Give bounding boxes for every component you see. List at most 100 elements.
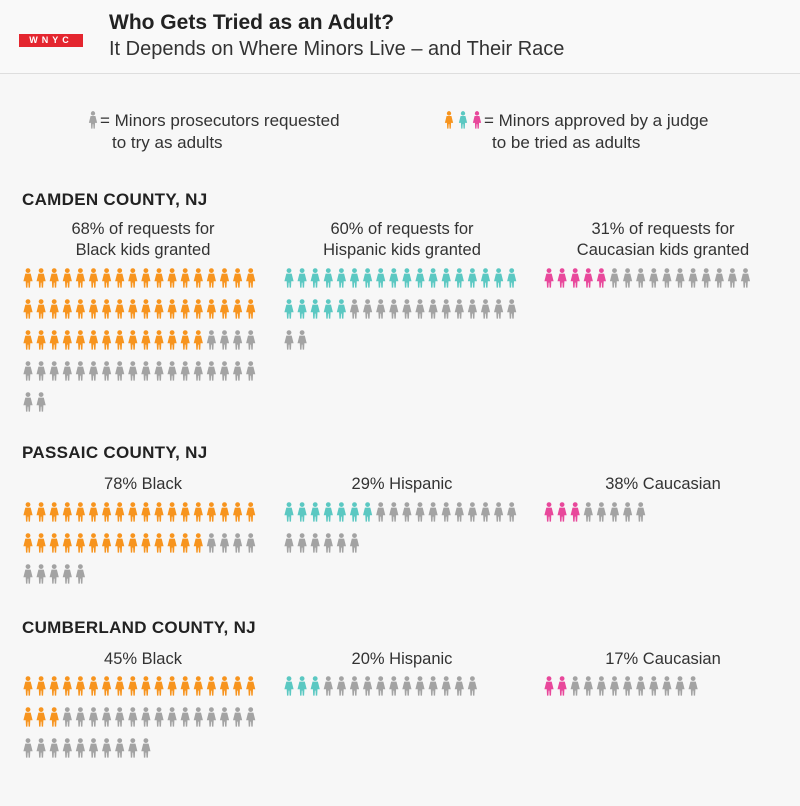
- person-icon-approved: [115, 268, 125, 288]
- person-icon-requested: [115, 707, 125, 727]
- camden-caucasian-label-line1: 31% of requests for: [591, 220, 735, 238]
- person-icon-approved: [167, 330, 177, 350]
- person-icon-approved: [115, 533, 125, 553]
- person-icon-requested: [154, 707, 164, 727]
- person-icon-requested: [688, 268, 698, 288]
- cumberland-hispanic-label: 20% Hispanic: [351, 650, 453, 668]
- person-icon-requested: [428, 502, 438, 522]
- person-icon-requested: [75, 738, 85, 758]
- person-icon-requested: [389, 676, 399, 696]
- wnyc-logo[interactable]: WNYC: [19, 34, 83, 47]
- camden-hispanic-label-line1: 60% of requests for: [330, 220, 474, 238]
- person-icon-requested: [415, 299, 425, 319]
- person-icon-requested: [246, 707, 256, 727]
- person-icon-requested: [233, 361, 243, 381]
- cumberland-hispanic-pictogram: [284, 676, 477, 696]
- person-icon-requested: [167, 707, 177, 727]
- person-icon-requested: [102, 738, 112, 758]
- person-icon-requested: [141, 707, 151, 727]
- person-icon-approved: [349, 502, 360, 522]
- cumberland-black-label: 45% Black: [104, 650, 182, 668]
- county-heading-camden: CAMDEN COUNTY, NJ: [22, 190, 208, 209]
- person-icon-requested: [389, 299, 399, 319]
- person-icon-requested: [349, 533, 360, 553]
- person-icon-approved: [141, 676, 151, 696]
- person-icon-requested: [402, 299, 412, 319]
- person-icon-approved: [75, 502, 85, 522]
- person-icon-requested: [219, 707, 230, 727]
- person-icon-requested: [441, 299, 451, 319]
- person-icon-approved: [219, 268, 230, 288]
- person-icon-approved: [141, 268, 151, 288]
- person-icon-requested: [23, 361, 33, 381]
- person-icon-approved: [544, 502, 554, 522]
- person-icon-approved: [180, 533, 190, 553]
- person-icon-approved: [154, 268, 164, 288]
- person-icon-requested: [415, 502, 425, 522]
- person-icon-approved: [180, 299, 190, 319]
- person-icon-approved: [115, 299, 125, 319]
- chart-subtitle: It Depends on Where Minors Live – and Th…: [109, 38, 565, 60]
- person-icon-approved: [180, 502, 190, 522]
- person-icon-approved: [88, 502, 99, 522]
- person-icon-approved: [454, 268, 464, 288]
- camden-caucasian-pictogram: [544, 268, 751, 288]
- person-icon-requested: [494, 502, 504, 522]
- person-icon-requested: [246, 330, 256, 350]
- person-icon-requested: [284, 533, 294, 553]
- person-icon-requested: [467, 502, 477, 522]
- person-icon-requested: [467, 299, 477, 319]
- person-icon-requested: [376, 299, 386, 319]
- person-icon-requested: [609, 502, 620, 522]
- person-icon-requested: [49, 361, 59, 381]
- person-icon-requested: [494, 299, 504, 319]
- header: WNYC Who Gets Tried as an Adult? It Depe…: [0, 0, 800, 74]
- person-icon-requested: [480, 299, 491, 319]
- person-icon-requested: [62, 707, 72, 727]
- person-icon-requested: [102, 707, 112, 727]
- person-icon-requested: [180, 361, 190, 381]
- person-icon-approved: [415, 268, 425, 288]
- person-icon-approved: [180, 330, 190, 350]
- person-icon-requested: [714, 268, 724, 288]
- person-icon-approved: [557, 268, 567, 288]
- person-icon-approved: [102, 268, 112, 288]
- person-icon-approved: [128, 533, 138, 553]
- person-icon-requested: [167, 361, 177, 381]
- person-icon-requested: [128, 738, 138, 758]
- person-icon-approved: [102, 502, 112, 522]
- person-icon-requested: [662, 268, 672, 288]
- person-icon-approved: [154, 299, 164, 319]
- person-icon-approved: [154, 676, 164, 696]
- camden-black-label: 68% of requests for Black kids granted: [23, 219, 263, 261]
- person-icon-approved: [246, 268, 256, 288]
- person-icon-approved: [75, 330, 85, 350]
- person-icon-approved: [88, 299, 99, 319]
- person-icon-approved: [583, 268, 593, 288]
- person-icon-approved: [544, 676, 554, 696]
- person-icon-requested: [128, 361, 138, 381]
- person-icon-requested: [36, 564, 46, 584]
- person-icon-approved: [49, 707, 59, 727]
- person-icon-requested: [402, 502, 412, 522]
- person-icon-requested: [441, 502, 451, 522]
- person-icon-requested: [389, 502, 399, 522]
- person-icon-requested: [596, 502, 606, 522]
- person-icon-approved: [167, 502, 177, 522]
- person-icon-requested: [727, 268, 737, 288]
- person-icon-requested: [193, 707, 203, 727]
- person-icon-requested: [583, 502, 593, 522]
- person-icon-requested: [636, 676, 646, 696]
- person-icon: [88, 111, 98, 129]
- person-icon: [444, 111, 454, 129]
- person-icon-requested: [336, 533, 346, 553]
- person-icon-approved: [49, 330, 59, 350]
- person-icon-approved: [297, 676, 307, 696]
- person-icon-requested: [36, 738, 46, 758]
- person-icon-requested: [102, 361, 112, 381]
- person-icon-requested: [284, 330, 294, 350]
- person-icon-requested: [623, 502, 633, 522]
- person-icon-approved: [284, 502, 294, 522]
- county-heading-cumberland: CUMBERLAND COUNTY, NJ: [22, 618, 256, 637]
- person-icon-requested: [154, 361, 164, 381]
